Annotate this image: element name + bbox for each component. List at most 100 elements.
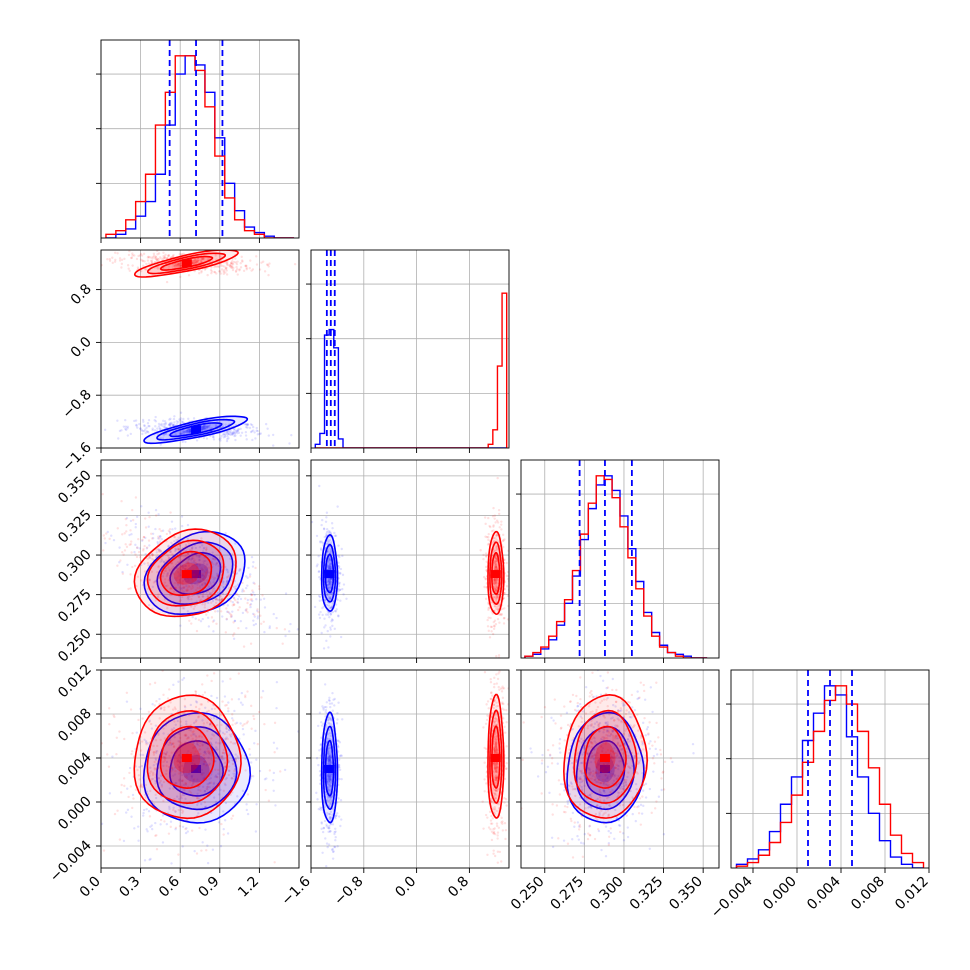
scatter-point bbox=[602, 783, 605, 786]
scatter-point bbox=[329, 626, 332, 629]
scatter-point bbox=[214, 760, 217, 763]
scatter-point bbox=[172, 683, 175, 687]
density-group bbox=[315, 670, 509, 868]
scatter-point bbox=[236, 598, 240, 601]
scatter-point bbox=[101, 822, 104, 826]
scatter-point bbox=[227, 709, 230, 713]
scatter-point bbox=[138, 422, 141, 426]
scatter-point bbox=[495, 766, 499, 769]
scatter-point bbox=[166, 697, 170, 700]
scatter-point bbox=[154, 255, 158, 259]
scatter-point bbox=[184, 543, 188, 547]
panel-frame bbox=[310, 669, 510, 869]
scatter-point bbox=[183, 712, 186, 715]
scatter-point bbox=[192, 793, 195, 797]
scatter-point bbox=[599, 693, 603, 696]
scatter-point bbox=[154, 508, 158, 512]
scatter-point bbox=[131, 252, 134, 255]
scatter-point bbox=[126, 563, 129, 566]
scatter-point bbox=[155, 834, 158, 837]
scatter-point bbox=[161, 841, 165, 844]
scatter-point bbox=[149, 259, 153, 263]
scatter-point bbox=[187, 588, 190, 592]
scatter-point bbox=[182, 417, 185, 421]
scatter-point bbox=[507, 703, 509, 706]
scatter-point bbox=[115, 753, 118, 756]
scatter-point bbox=[328, 756, 332, 759]
scatter-point bbox=[498, 613, 501, 616]
scatter-point bbox=[205, 613, 208, 616]
scatter-point bbox=[199, 580, 203, 583]
scatter-point bbox=[493, 832, 497, 836]
scatter-point bbox=[320, 631, 323, 635]
scatter-point bbox=[497, 593, 500, 596]
scatter-point bbox=[246, 611, 249, 614]
scatter-point bbox=[226, 263, 229, 267]
scatter-point bbox=[619, 760, 623, 763]
scatter-point bbox=[318, 711, 322, 714]
scatter-point bbox=[496, 749, 499, 752]
scatter-point bbox=[177, 262, 181, 266]
scatter-point bbox=[230, 777, 234, 780]
scatter-point bbox=[215, 597, 219, 601]
scatter-point bbox=[159, 818, 163, 822]
scatter-point bbox=[154, 779, 157, 783]
scatter-point bbox=[128, 543, 131, 546]
scatter-point bbox=[327, 716, 330, 719]
scatter-point bbox=[494, 607, 498, 611]
scatter-point bbox=[221, 731, 225, 735]
scatter-point bbox=[331, 807, 335, 811]
scatter-point bbox=[586, 752, 589, 756]
scatter-point bbox=[492, 624, 496, 628]
scatter-point bbox=[288, 630, 291, 633]
scatter-point bbox=[135, 424, 138, 427]
scatter-point bbox=[180, 779, 184, 783]
scatter-point bbox=[185, 584, 188, 588]
scatter-point bbox=[494, 605, 497, 608]
scatter-point bbox=[187, 772, 191, 775]
scatter-point bbox=[203, 760, 206, 763]
scatter-point bbox=[200, 567, 203, 570]
scatter-point bbox=[176, 764, 180, 767]
scatter-point bbox=[201, 568, 204, 572]
scatter-point bbox=[609, 772, 612, 775]
scatter-point bbox=[331, 624, 334, 628]
scatter-point bbox=[113, 260, 117, 263]
scatter-point bbox=[330, 776, 333, 779]
scatter-point bbox=[328, 824, 331, 828]
scatter-point bbox=[329, 810, 333, 814]
scatter-point bbox=[210, 694, 213, 698]
scatter-point bbox=[154, 821, 157, 825]
scatter-point bbox=[228, 753, 231, 756]
scatter-point bbox=[495, 776, 498, 779]
scatter-point bbox=[504, 767, 508, 771]
scatter-point bbox=[244, 757, 247, 761]
scatter-point bbox=[495, 545, 498, 548]
scatter-point bbox=[173, 415, 176, 418]
scatter-point bbox=[211, 584, 214, 588]
scatter-point bbox=[492, 551, 495, 554]
scatter-point bbox=[223, 265, 226, 268]
scatter-point bbox=[584, 798, 588, 801]
scatter-point bbox=[246, 690, 249, 693]
scatter-point bbox=[184, 440, 187, 444]
scatter-point bbox=[326, 763, 329, 766]
scatter-point bbox=[492, 720, 496, 723]
scatter-point bbox=[178, 754, 181, 757]
scatter-point bbox=[196, 260, 199, 263]
scatter-point bbox=[209, 777, 213, 780]
scatter-point bbox=[190, 776, 194, 779]
scatter-point bbox=[495, 718, 499, 721]
scatter-point bbox=[167, 556, 171, 559]
scatter-point bbox=[494, 738, 498, 742]
scatter-point bbox=[493, 805, 496, 809]
scatter-point bbox=[148, 772, 151, 775]
scatter-point bbox=[167, 566, 170, 569]
scatter-point bbox=[325, 725, 328, 729]
scatter-point bbox=[235, 721, 239, 725]
scatter-point bbox=[495, 779, 498, 782]
scatter-point bbox=[235, 262, 239, 266]
scatter-point bbox=[206, 844, 209, 847]
scatter-point bbox=[326, 750, 330, 753]
scatter-point bbox=[613, 775, 616, 778]
